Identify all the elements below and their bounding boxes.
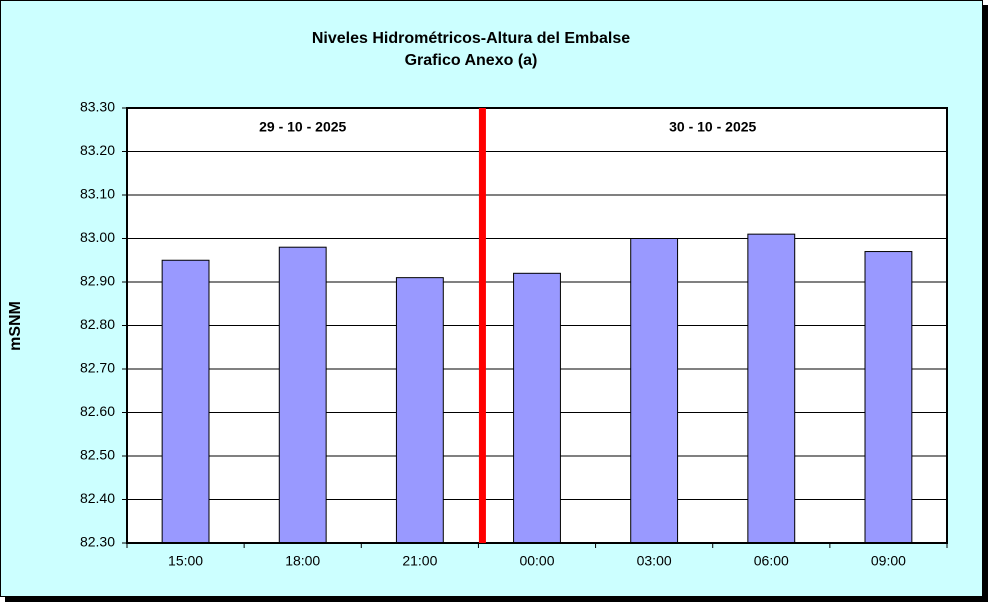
y-tick-label: 83.10 <box>80 186 115 202</box>
date-label: 30 - 10 - 2025 <box>669 119 756 135</box>
x-tick-label: 03:00 <box>637 553 672 569</box>
y-tick-label: 82.50 <box>80 447 115 463</box>
chart-subtitle: Grafico Anexo (a) <box>405 52 538 69</box>
y-tick-label: 82.30 <box>80 534 115 550</box>
y-tick-label: 82.40 <box>80 490 115 506</box>
x-tick-label: 06:00 <box>754 553 789 569</box>
y-tick-label: 82.90 <box>80 273 115 289</box>
bar <box>161 259 210 544</box>
y-axis-label: mSNM <box>7 301 24 351</box>
x-tick-label: 15:00 <box>168 553 203 569</box>
date-label: 29 - 10 - 2025 <box>259 119 346 135</box>
x-tick-label: 21:00 <box>402 553 437 569</box>
bar <box>747 233 796 544</box>
plot-border <box>126 107 948 544</box>
chart-title: Niveles Hidrométricos-Altura del Embalse <box>312 30 630 47</box>
y-tick-label: 83.00 <box>80 229 115 245</box>
y-tick-label: 83.30 <box>80 99 115 115</box>
bar <box>395 277 444 544</box>
y-tick-label: 82.60 <box>80 403 115 419</box>
y-tick-label: 82.80 <box>80 316 115 332</box>
x-tick-label: 00:00 <box>519 553 554 569</box>
x-tick-label: 18:00 <box>285 553 320 569</box>
x-tick-label: 09:00 <box>871 553 906 569</box>
bar <box>630 238 679 544</box>
bar <box>864 251 913 544</box>
bar <box>278 246 327 544</box>
y-tick-label: 83.20 <box>80 142 115 158</box>
y-tick-label: 82.70 <box>80 360 115 376</box>
bar <box>513 272 561 544</box>
